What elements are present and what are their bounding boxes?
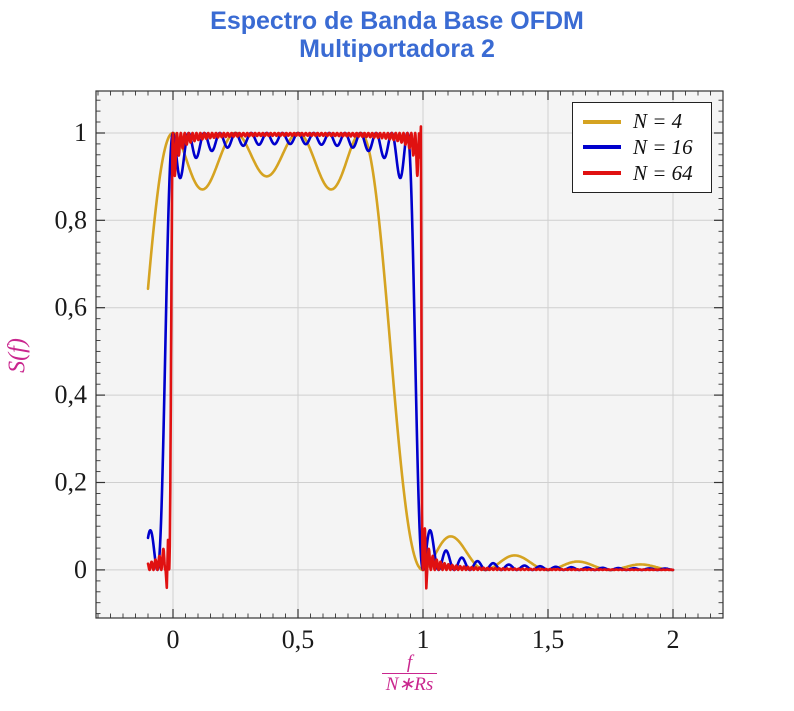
chart-title: Espectro de Banda Base OFDM Multiportado…	[0, 7, 794, 63]
x-axis-label-fraction: f N∗Rs	[381, 652, 438, 695]
x-axis-label-numerator: f	[406, 652, 413, 673]
legend-item-label: N = 4	[633, 109, 683, 134]
y-axis-label: S(f)	[4, 338, 31, 373]
y-tick-label: 0,8	[55, 205, 88, 234]
legend-item: N = 4	[583, 109, 701, 134]
legend-item: N = 64	[583, 161, 701, 186]
chart-title-line1: Espectro de Banda Base OFDM	[210, 7, 584, 35]
x-tick-label: 0,5	[282, 625, 315, 654]
x-tick-label: 1,5	[532, 625, 565, 654]
x-axis-label-denominator: N∗Rs	[381, 673, 438, 695]
y-tick-label: 0	[74, 555, 87, 584]
y-tick-label: 0,4	[55, 380, 88, 409]
legend-line-swatch	[583, 171, 621, 176]
y-tick-label: 0,6	[55, 293, 88, 322]
x-tick-label: 0	[167, 625, 180, 654]
y-tick-label: 1	[74, 118, 87, 147]
y-tick-label: 0,2	[55, 468, 88, 497]
curves-group	[146, 125, 675, 590]
x-tick-label: 1	[417, 625, 430, 654]
legend-line-swatch	[583, 145, 621, 150]
legend-item-label: N = 64	[633, 160, 693, 185]
legend-item-label: N = 16	[633, 134, 693, 159]
plot-frame	[95, 90, 724, 619]
legend-item: N = 16	[583, 135, 701, 160]
x-axis-label: f N∗Rs	[96, 652, 723, 695]
series-curve-64	[146, 125, 675, 590]
chart-title-line2: Multiportadora 2	[299, 35, 495, 63]
x-tick-label: 2	[667, 625, 680, 654]
legend-line-swatch	[583, 119, 621, 124]
